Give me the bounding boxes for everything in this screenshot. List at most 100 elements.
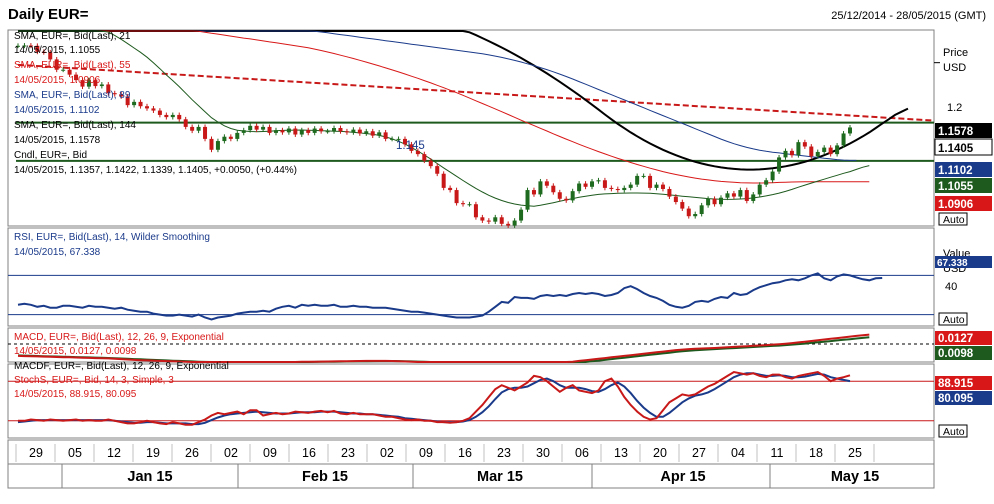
day-tick-27: 27	[692, 446, 706, 460]
candle-body	[467, 204, 472, 206]
auto-button-rsi[interactable]: Auto	[938, 312, 968, 326]
candle-body	[119, 94, 124, 97]
tag-sma21: 1.1055	[935, 178, 992, 193]
svg-text:1.1055: 1.1055	[938, 181, 974, 193]
day-tick-19: 19	[146, 446, 160, 460]
candle-body	[738, 190, 743, 197]
svg-text:Auto: Auto	[943, 426, 965, 438]
candle-body	[770, 171, 775, 181]
price-plot	[16, 30, 940, 228]
candle-body	[299, 130, 304, 135]
candle-body	[519, 209, 524, 221]
rsi-line	[17, 272, 883, 321]
day-tick-05: 05	[68, 446, 82, 460]
candle-body	[544, 181, 549, 186]
candle-body	[415, 150, 420, 155]
day-tick-26: 26	[185, 446, 199, 460]
tag-sma55: 1.0906	[935, 196, 992, 211]
candle-body	[22, 45, 27, 47]
tag-stoch-k: 88.915	[935, 376, 992, 390]
candle-body	[506, 223, 511, 226]
candle-body	[196, 126, 201, 131]
month-tick-0: Jan 15	[127, 469, 172, 485]
month-tick-4: May 15	[831, 469, 879, 485]
candle-body	[699, 205, 704, 215]
candle-body	[454, 190, 459, 204]
candle-body	[344, 131, 349, 133]
tag-stoch-d: 80.095	[935, 391, 992, 405]
day-tick-18: 18	[809, 446, 823, 460]
candle-body	[680, 202, 685, 209]
tag-macd: 0.0127	[935, 331, 992, 345]
day-tick-13: 13	[614, 446, 628, 460]
candle-body	[138, 101, 143, 107]
month-tick-1: Feb 15	[302, 469, 348, 485]
tag-sma89: 1.1102	[935, 162, 992, 177]
legend-sma55-label: SMA, EUR=, Bid(Last), 55	[14, 60, 131, 71]
candle-body	[370, 131, 375, 136]
candle-body	[132, 101, 137, 106]
candle-body	[61, 69, 66, 71]
candle-body	[254, 125, 259, 130]
candle-body	[635, 175, 640, 185]
candle-body	[332, 128, 337, 132]
legend-cndl-value: 14/05/2015, 1.1357, 1.1422, 1.1339, 1.14…	[14, 165, 297, 176]
candle-body	[144, 106, 149, 109]
candle-body	[693, 214, 698, 217]
candle-body	[293, 128, 298, 135]
candle-body	[441, 173, 446, 188]
candle-body	[396, 138, 401, 140]
auto-button-stoch[interactable]: Auto	[938, 424, 968, 438]
candle-body	[106, 84, 111, 94]
candle-body	[590, 181, 595, 187]
candle-body	[848, 127, 852, 134]
candle-body	[203, 126, 208, 139]
candle-body	[486, 220, 491, 222]
candle-body	[261, 126, 266, 130]
axis-price-unit: USD	[943, 62, 966, 74]
candle-body	[789, 150, 794, 156]
svg-text:1.1102: 1.1102	[938, 165, 973, 177]
candle-body	[74, 74, 79, 81]
candle-body	[435, 166, 440, 174]
candle-body	[564, 198, 569, 201]
day-tick-09: 09	[419, 446, 433, 460]
axis-tick-1-2: 1.2	[947, 102, 962, 114]
legend-sma89-value: 14/05/2015, 1.1102	[14, 105, 100, 116]
candle-body	[596, 180, 601, 182]
tag-rsi: 67.338	[935, 256, 992, 269]
day-tick-30: 30	[536, 446, 550, 460]
candle-body	[125, 96, 130, 106]
day-tick-04: 04	[731, 446, 745, 460]
svg-text:0.0098: 0.0098	[938, 348, 974, 360]
candle-body	[409, 144, 414, 151]
candle-body	[667, 188, 672, 197]
candle-body	[280, 130, 285, 133]
candle-body	[151, 108, 156, 111]
candle-body	[802, 142, 807, 147]
auto-button-price[interactable]: Auto	[938, 212, 968, 226]
candle-body	[80, 80, 85, 87]
rsi-plot	[8, 272, 934, 321]
legend-sma144-label: SMA, EUR=, Bid(Last), 144	[14, 120, 136, 131]
date-range: 25/12/2014 - 28/05/2015 (GMT)	[831, 10, 986, 22]
candle-body	[99, 84, 104, 87]
candle-body	[338, 128, 343, 132]
day-tick-02: 02	[380, 446, 394, 460]
legend-sma89-label: SMA, EUR=, Bid(Last), 89	[14, 90, 131, 101]
candle-body	[622, 187, 627, 191]
candle-body	[757, 184, 762, 195]
candle-body	[164, 114, 169, 118]
candle-body	[577, 183, 582, 192]
legend-stoch-value: 14/05/2015, 88.915, 80.095	[14, 389, 137, 400]
candle-body	[628, 184, 633, 188]
candle-body	[615, 188, 620, 191]
candle-body	[706, 198, 711, 206]
candle-body	[428, 160, 433, 167]
tag-last-price: 1.1405	[934, 138, 993, 156]
candle-body	[364, 131, 369, 134]
legend-sma21-value: 14/05/2015, 1.1055	[14, 45, 101, 56]
candle-body	[273, 130, 278, 133]
